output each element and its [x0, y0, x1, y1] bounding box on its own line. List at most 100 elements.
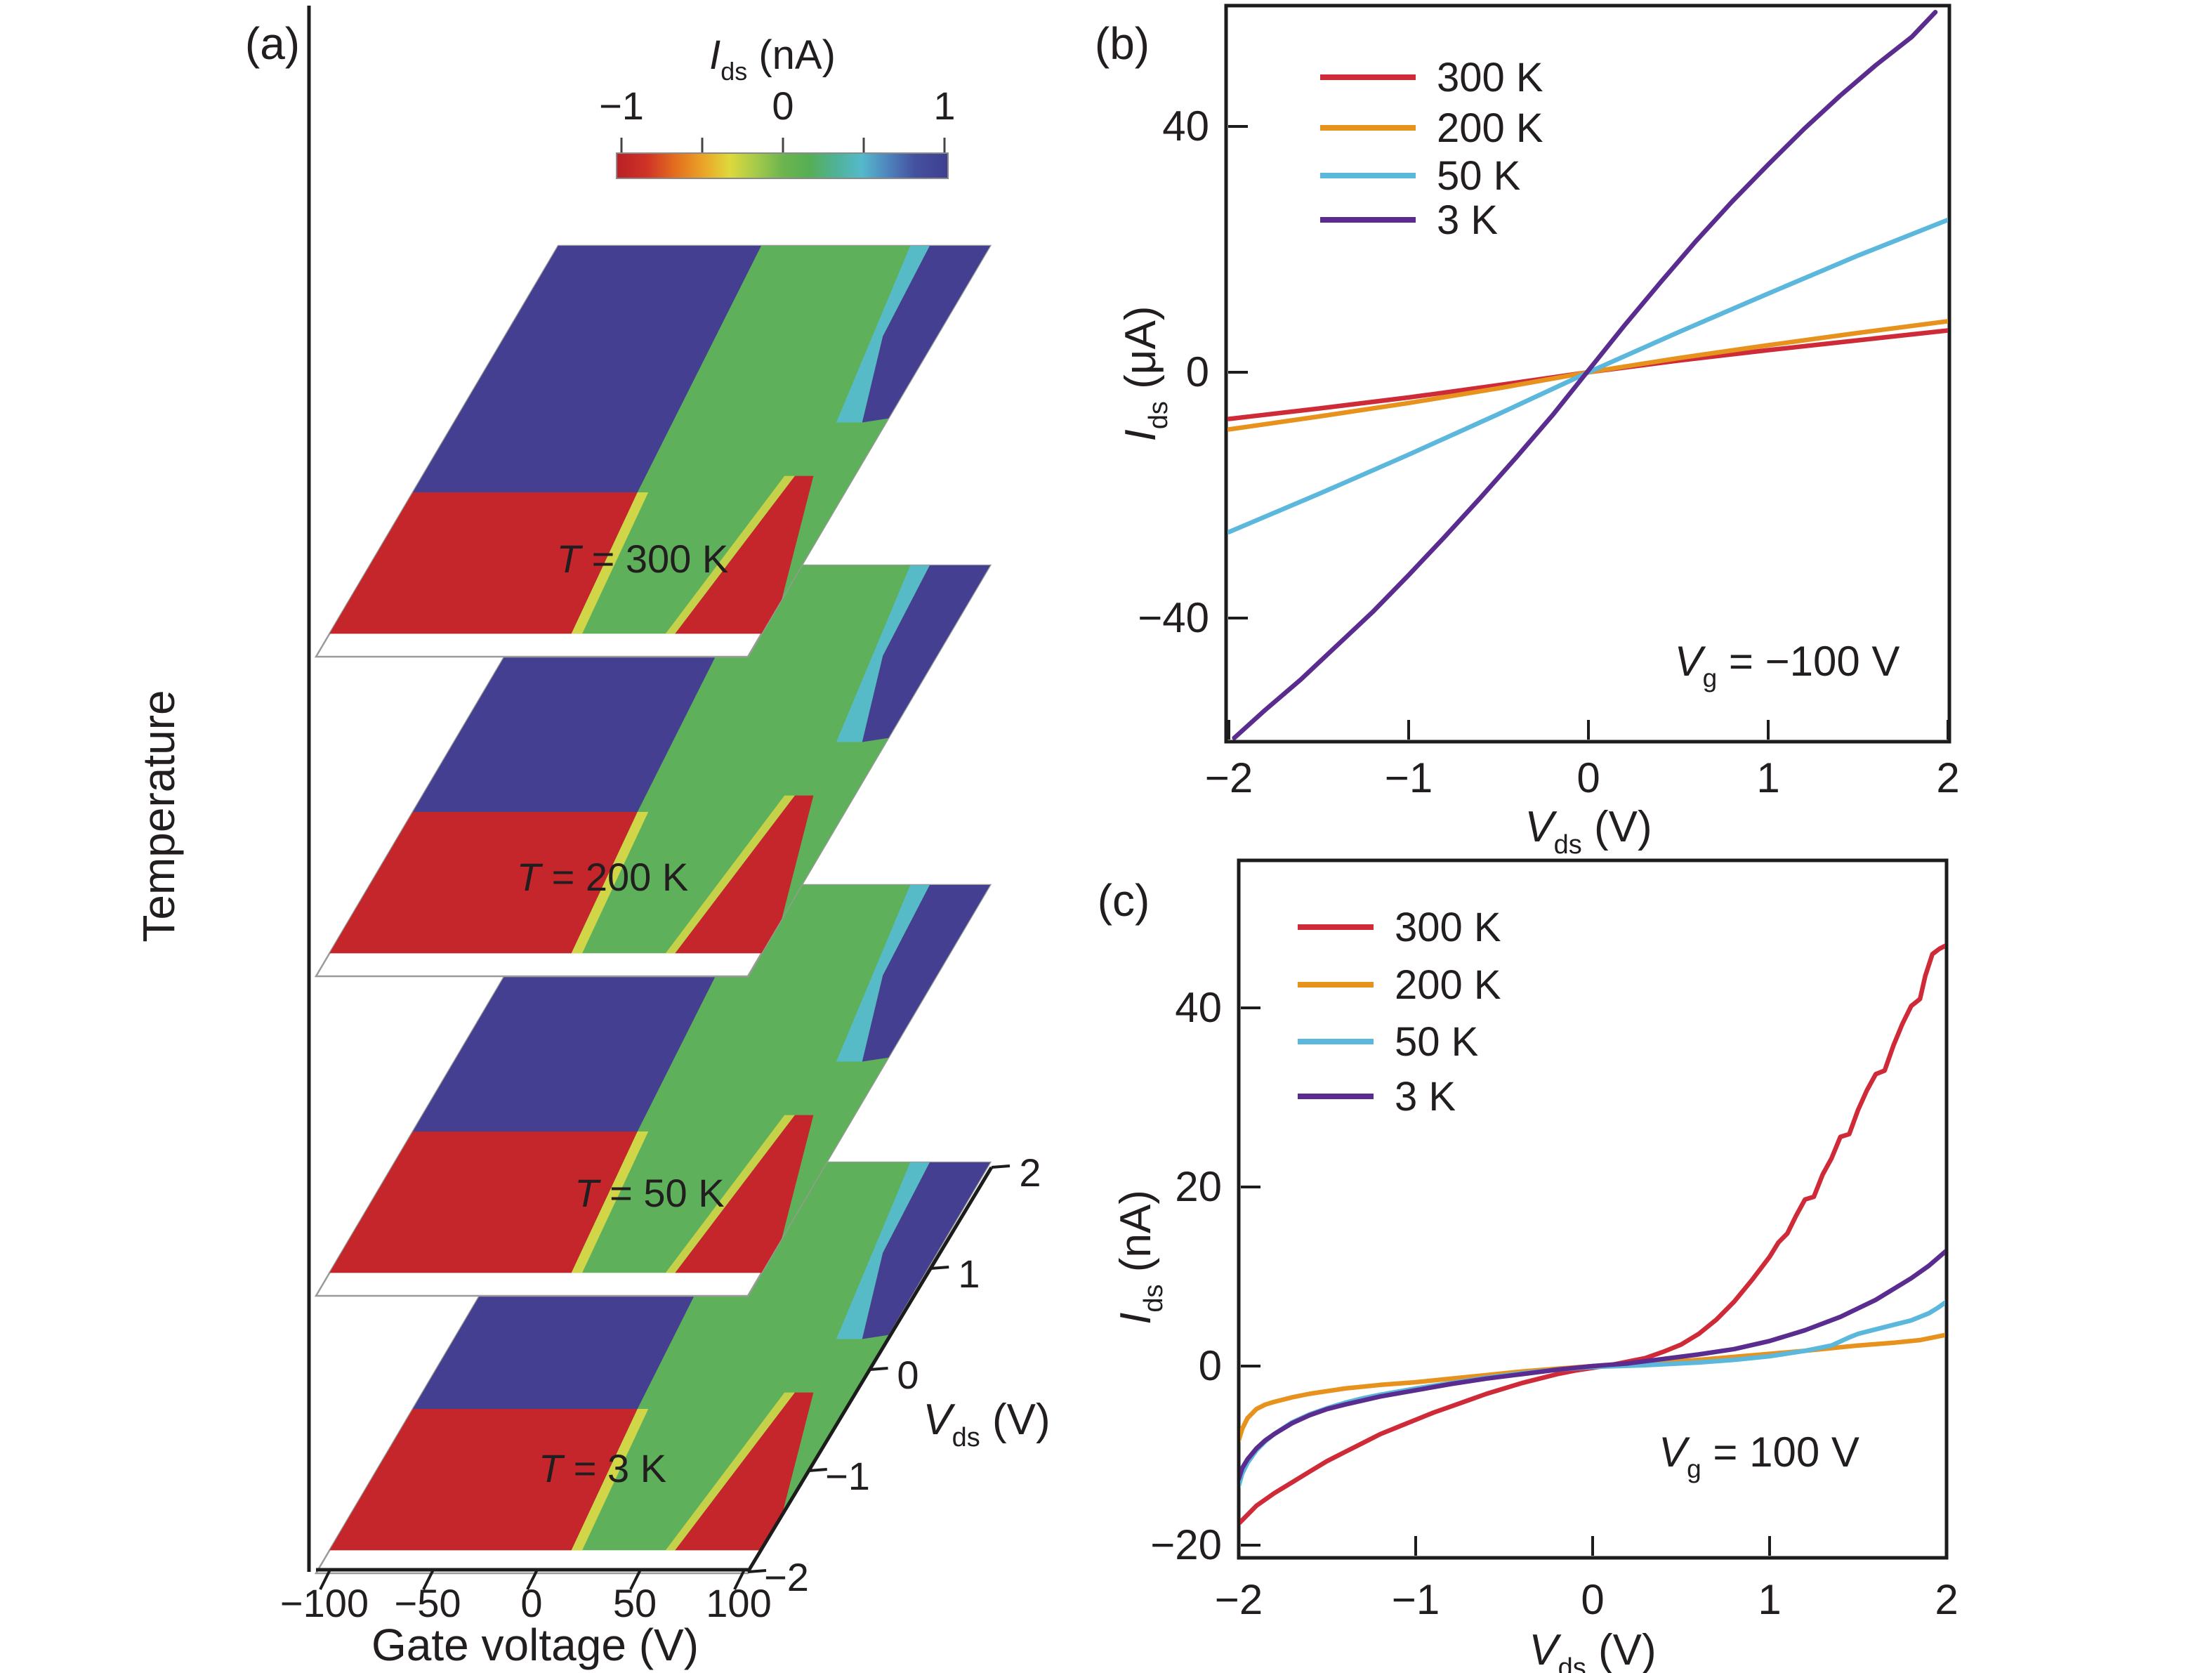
fringe-yellow — [665, 795, 795, 954]
fringe-yellow — [665, 1392, 795, 1551]
c-legend-label-300k: 300 K — [1395, 905, 1501, 950]
c-legend-label-200k: 200 K — [1395, 962, 1501, 1008]
gate-tick-label: 50 — [613, 1581, 657, 1625]
region-right-top-blue — [862, 885, 990, 1062]
layer-label: T = 300 K — [557, 537, 728, 581]
fringe-cyan — [836, 565, 930, 742]
b-legend-label-300k: 300 K — [1437, 55, 1543, 100]
region-left-bottom-red — [329, 1131, 638, 1273]
c-x-tick-label: 1 — [1758, 1576, 1781, 1623]
colorbar-tick-label: −1 — [599, 84, 644, 128]
vds3d-tick — [991, 1164, 1010, 1169]
c-y-tick-label: 40 — [1175, 984, 1222, 1031]
c-legend-label-3k: 3 K — [1395, 1074, 1456, 1120]
gate-tick-label: 100 — [706, 1581, 771, 1625]
vds3d-tick — [747, 1569, 767, 1573]
panel-c-letter: (c) — [1098, 875, 1150, 926]
region-left-top-blue — [413, 246, 761, 492]
temperature-axis-label: Temperature — [133, 690, 184, 942]
panel-a-layer-300k: T = 300 K — [314, 244, 992, 658]
curve-50k — [1227, 217, 1948, 534]
fringe-yellow — [665, 475, 795, 634]
b-y-axis-label: Ids (μA) — [1117, 306, 1173, 442]
curve-3k — [1240, 1248, 1945, 1481]
colorbar-tick-label: 0 — [772, 84, 794, 128]
c-y-tick-label: 20 — [1175, 1163, 1222, 1210]
fringe-yellow — [571, 1409, 649, 1551]
b-legend-label-50k: 50 K — [1437, 153, 1521, 199]
curves — [1227, 10, 1948, 740]
region-right-bottom-red — [675, 795, 814, 954]
region-right-top-blue — [862, 246, 990, 423]
gate-tick — [319, 1569, 331, 1590]
region-left-bottom-red — [329, 812, 638, 954]
region-left-bottom-red — [329, 1409, 638, 1551]
colorbar-tick-label: 1 — [933, 84, 955, 128]
vds3d-tick — [808, 1468, 827, 1472]
gate-tick — [733, 1569, 746, 1590]
fringe-yellow — [571, 1131, 649, 1273]
c-y-tick-label: 0 — [1199, 1342, 1222, 1389]
vds3d-tick — [930, 1266, 949, 1270]
region-right-top-blue — [862, 565, 990, 742]
vds3d-tick-label: 0 — [897, 1353, 919, 1397]
c-x-tick-label: −1 — [1392, 1576, 1440, 1623]
gate-tick — [526, 1569, 539, 1590]
curve-200k — [1240, 1332, 1945, 1443]
c-x-tick-label: 0 — [1581, 1576, 1604, 1623]
vds3d-tick-label: −1 — [825, 1454, 870, 1498]
c-legend-label-50k: 50 K — [1395, 1019, 1479, 1065]
b-legend-label-200k: 200 K — [1437, 105, 1543, 151]
gate-tick-label: −50 — [395, 1581, 461, 1625]
panel-a-layer-3k: T = 3 K — [314, 1161, 992, 1575]
b-x-tick-label: −1 — [1385, 754, 1433, 801]
panel-a-layer-200k: T = 200 K — [314, 564, 992, 978]
b-x-axis-label: Vds (V) — [1525, 803, 1652, 860]
c-x-axis-label: Vds (V) — [1529, 1626, 1656, 1673]
region-left-bottom-red — [329, 492, 638, 634]
vds3d-tick-label: −2 — [764, 1555, 809, 1599]
fringe-yellow — [571, 492, 649, 634]
curve-200k — [1227, 319, 1948, 432]
region-right-bottom-red — [675, 1392, 814, 1551]
b-x-tick-label: 1 — [1756, 754, 1779, 801]
c-x-tick-label: −2 — [1215, 1576, 1263, 1623]
b-annotation: Vg = −100 V — [1675, 638, 1900, 693]
colorbar — [616, 152, 949, 179]
layer-label: T = 3 K — [539, 1446, 666, 1490]
b-y-tick-label: 0 — [1186, 348, 1209, 395]
plot-frame — [1237, 858, 1949, 1560]
gate-tick-label: 0 — [520, 1581, 542, 1625]
plot-frame — [1224, 4, 1951, 744]
b-x-tick-label: 0 — [1576, 754, 1600, 801]
fringe-cyan — [836, 246, 930, 423]
curve-3k — [1232, 10, 1938, 740]
c-annotation: Vg = 100 V — [1659, 1429, 1859, 1483]
b-x-tick-label: 2 — [1936, 754, 1959, 801]
region-right-bottom-red — [675, 475, 814, 634]
b-x-tick-label: −2 — [1205, 754, 1253, 801]
b-legend-label-3k: 3 K — [1437, 197, 1498, 243]
colorbar-title: Ids (nA) — [709, 32, 836, 86]
vds3d-tick — [869, 1367, 888, 1371]
gate-tick-label: −100 — [280, 1581, 369, 1625]
fringe-cyan — [836, 885, 930, 1062]
panel-c: Ids (nA) Vds (V) Vg = 100 V — [1112, 858, 1949, 1673]
fringe-yellow — [571, 812, 649, 954]
c-y-axis-label: Ids (nA) — [1112, 1190, 1168, 1325]
b-y-tick-label: 40 — [1162, 103, 1209, 150]
vds3d-tick-label: 2 — [1019, 1150, 1041, 1195]
b-y-tick-label: −40 — [1138, 594, 1209, 641]
region-right-top-blue — [862, 1162, 990, 1339]
panel-a-letter: (a) — [245, 18, 300, 69]
gate-tick — [629, 1569, 642, 1590]
fringe-cyan — [836, 1162, 930, 1339]
panel-b-letter: (b) — [1095, 18, 1150, 69]
c-y-tick-label: −20 — [1150, 1521, 1222, 1568]
panel-b: Ids (μA) Vds (V) Vg = −100 V — [1117, 4, 1951, 860]
layer-label: T = 200 K — [517, 855, 688, 899]
curves — [1240, 943, 1945, 1526]
fringe-yellow — [665, 1115, 795, 1273]
